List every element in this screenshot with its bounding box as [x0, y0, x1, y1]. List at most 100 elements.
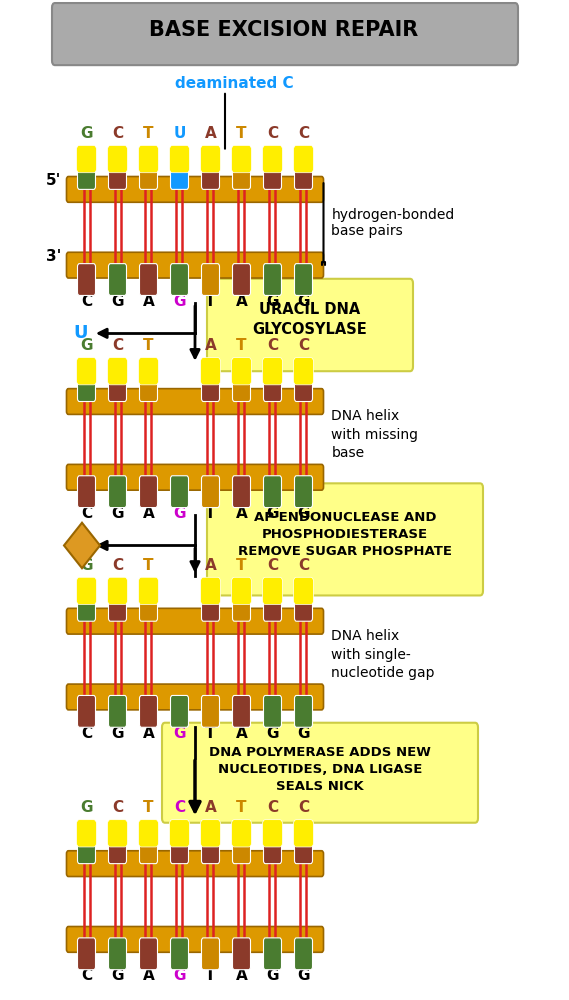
FancyBboxPatch shape: [109, 476, 126, 508]
Text: C: C: [112, 800, 123, 815]
Text: G: G: [173, 968, 185, 983]
FancyBboxPatch shape: [138, 145, 159, 173]
FancyBboxPatch shape: [171, 159, 188, 189]
Text: T: T: [143, 338, 154, 353]
FancyBboxPatch shape: [294, 577, 314, 605]
FancyBboxPatch shape: [232, 577, 251, 605]
FancyBboxPatch shape: [201, 938, 220, 970]
Text: C: C: [81, 968, 92, 983]
FancyBboxPatch shape: [170, 145, 189, 173]
FancyBboxPatch shape: [233, 938, 250, 970]
Text: U: U: [174, 126, 185, 141]
Text: C: C: [112, 338, 123, 353]
FancyBboxPatch shape: [67, 608, 324, 634]
FancyBboxPatch shape: [200, 820, 221, 847]
FancyBboxPatch shape: [77, 833, 96, 864]
FancyBboxPatch shape: [67, 927, 324, 952]
FancyBboxPatch shape: [67, 177, 324, 202]
FancyBboxPatch shape: [262, 145, 282, 173]
FancyBboxPatch shape: [207, 279, 413, 371]
FancyBboxPatch shape: [295, 591, 312, 621]
FancyBboxPatch shape: [295, 938, 312, 970]
Polygon shape: [64, 523, 100, 568]
Text: C: C: [112, 126, 123, 141]
FancyBboxPatch shape: [109, 938, 126, 970]
FancyBboxPatch shape: [139, 371, 158, 402]
Text: U: U: [73, 324, 88, 342]
Text: DNA POLYMERASE ADDS NEW
NUCLEOTIDES, DNA LIGASE
SEALS NICK: DNA POLYMERASE ADDS NEW NUCLEOTIDES, DNA…: [209, 746, 431, 793]
FancyBboxPatch shape: [233, 833, 250, 864]
Text: hydrogen-bonded
base pairs: hydrogen-bonded base pairs: [332, 208, 455, 238]
Text: G: G: [297, 506, 310, 521]
FancyBboxPatch shape: [201, 159, 220, 189]
FancyBboxPatch shape: [295, 476, 312, 508]
FancyBboxPatch shape: [67, 252, 324, 278]
Text: G: G: [297, 726, 310, 741]
Text: A: A: [236, 506, 248, 521]
FancyBboxPatch shape: [201, 371, 220, 402]
FancyBboxPatch shape: [139, 476, 158, 508]
FancyBboxPatch shape: [171, 264, 188, 295]
FancyBboxPatch shape: [262, 820, 282, 847]
Text: 3': 3': [46, 249, 61, 264]
FancyBboxPatch shape: [77, 695, 96, 727]
FancyBboxPatch shape: [76, 820, 97, 847]
Text: 5': 5': [46, 173, 61, 188]
Text: T: T: [205, 726, 216, 741]
FancyBboxPatch shape: [109, 695, 126, 727]
FancyBboxPatch shape: [201, 695, 220, 727]
FancyBboxPatch shape: [67, 851, 324, 877]
FancyBboxPatch shape: [77, 476, 96, 508]
Text: G: G: [112, 294, 123, 309]
FancyBboxPatch shape: [67, 389, 324, 414]
Text: G: G: [266, 968, 279, 983]
FancyBboxPatch shape: [295, 264, 312, 295]
FancyBboxPatch shape: [263, 371, 282, 402]
FancyBboxPatch shape: [67, 464, 324, 490]
Text: T: T: [143, 800, 154, 815]
FancyBboxPatch shape: [294, 820, 314, 847]
Text: A: A: [205, 800, 216, 815]
FancyBboxPatch shape: [200, 577, 221, 605]
FancyBboxPatch shape: [200, 145, 221, 173]
FancyBboxPatch shape: [262, 358, 282, 385]
FancyBboxPatch shape: [263, 476, 282, 508]
Text: C: C: [298, 558, 309, 573]
FancyBboxPatch shape: [162, 723, 478, 823]
Text: C: C: [267, 338, 278, 353]
FancyBboxPatch shape: [76, 577, 97, 605]
FancyBboxPatch shape: [263, 695, 282, 727]
FancyBboxPatch shape: [77, 264, 96, 295]
Text: A: A: [205, 126, 216, 141]
FancyBboxPatch shape: [109, 159, 126, 189]
Text: G: G: [80, 800, 93, 815]
FancyBboxPatch shape: [232, 145, 251, 173]
Text: G: G: [266, 506, 279, 521]
Text: AP ENDONUCLEASE AND
PHOSPHODIESTERASE
REMOVE SUGAR PHOSPHATE: AP ENDONUCLEASE AND PHOSPHODIESTERASE RE…: [238, 511, 452, 558]
FancyBboxPatch shape: [233, 476, 250, 508]
FancyBboxPatch shape: [138, 358, 159, 385]
FancyBboxPatch shape: [108, 820, 127, 847]
FancyBboxPatch shape: [108, 577, 127, 605]
FancyBboxPatch shape: [139, 833, 158, 864]
Text: G: G: [112, 726, 123, 741]
Text: G: G: [173, 294, 185, 309]
Text: G: G: [266, 726, 279, 741]
FancyBboxPatch shape: [76, 358, 97, 385]
FancyBboxPatch shape: [171, 476, 188, 508]
Text: G: G: [80, 558, 93, 573]
FancyBboxPatch shape: [200, 358, 221, 385]
FancyBboxPatch shape: [138, 577, 159, 605]
FancyBboxPatch shape: [109, 264, 126, 295]
FancyBboxPatch shape: [52, 3, 518, 65]
FancyBboxPatch shape: [295, 159, 312, 189]
Text: G: G: [80, 338, 93, 353]
FancyBboxPatch shape: [233, 695, 250, 727]
Text: G: G: [112, 968, 123, 983]
Text: BASE EXCISION REPAIR: BASE EXCISION REPAIR: [150, 20, 419, 40]
FancyBboxPatch shape: [109, 833, 126, 864]
Text: A: A: [143, 506, 154, 521]
FancyBboxPatch shape: [294, 145, 314, 173]
Text: G: G: [266, 294, 279, 309]
FancyBboxPatch shape: [201, 264, 220, 295]
